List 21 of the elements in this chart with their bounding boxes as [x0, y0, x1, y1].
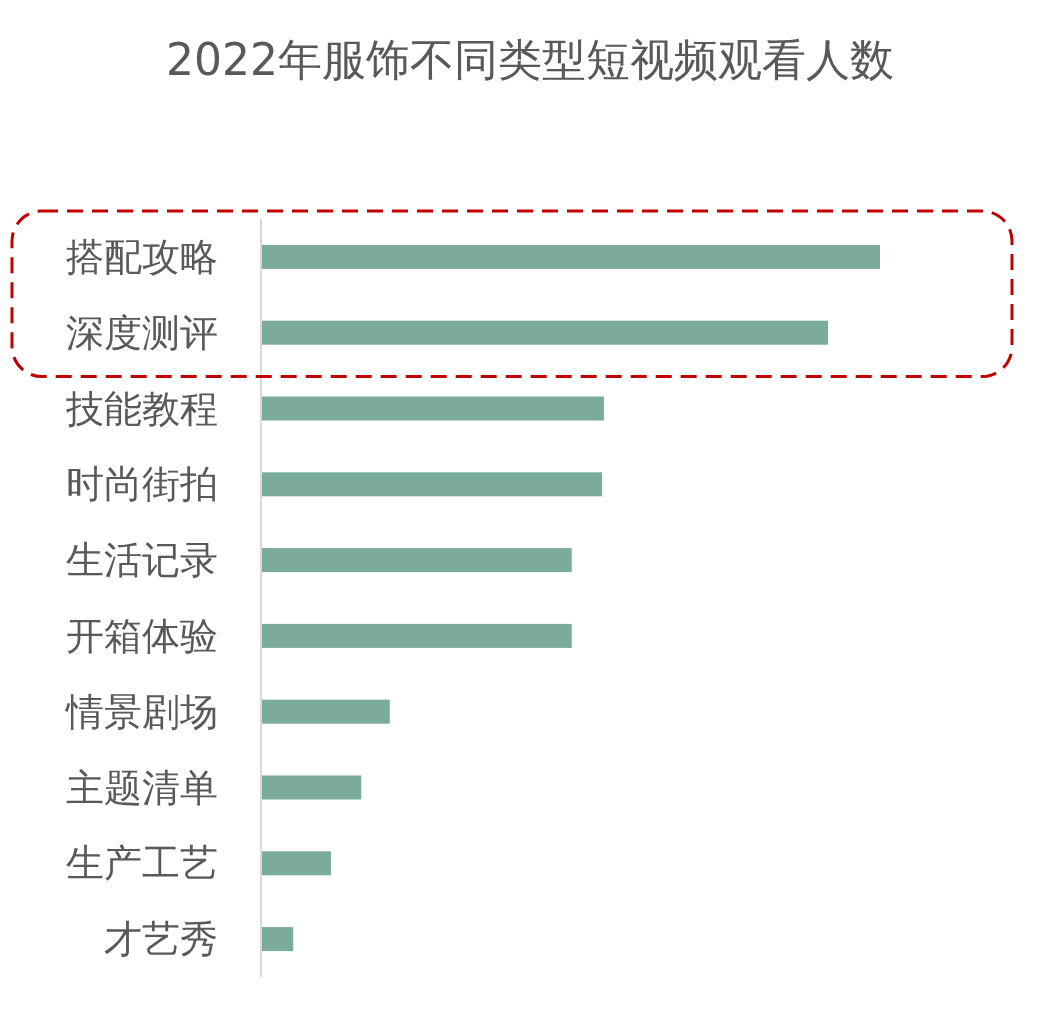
bar [261, 623, 572, 648]
bar [261, 472, 603, 497]
y-tick-label: 生活记录 [66, 538, 218, 583]
chart-title: 2022年服饰不同类型短视频观看人数 [165, 33, 895, 87]
y-tick-label: 开箱体验 [66, 613, 218, 658]
bar [261, 548, 572, 573]
bar [261, 699, 390, 724]
bar [261, 396, 604, 421]
y-tick-label: 才艺秀 [104, 917, 218, 962]
y-tick-label: 时尚街拍 [66, 462, 218, 507]
bar [261, 320, 828, 345]
y-tick-label: 主题清单 [66, 765, 218, 810]
y-tick-label: 技能教程 [65, 386, 218, 431]
bar [261, 775, 362, 800]
bar [261, 927, 294, 952]
y-tick-label: 情景剧场 [65, 689, 218, 734]
y-tick-label: 搭配攻略 [66, 234, 218, 279]
y-tick-label: 深度测评 [66, 310, 218, 355]
y-tick-label: 生产工艺 [66, 841, 218, 886]
bar [261, 851, 331, 876]
bar [261, 244, 880, 269]
